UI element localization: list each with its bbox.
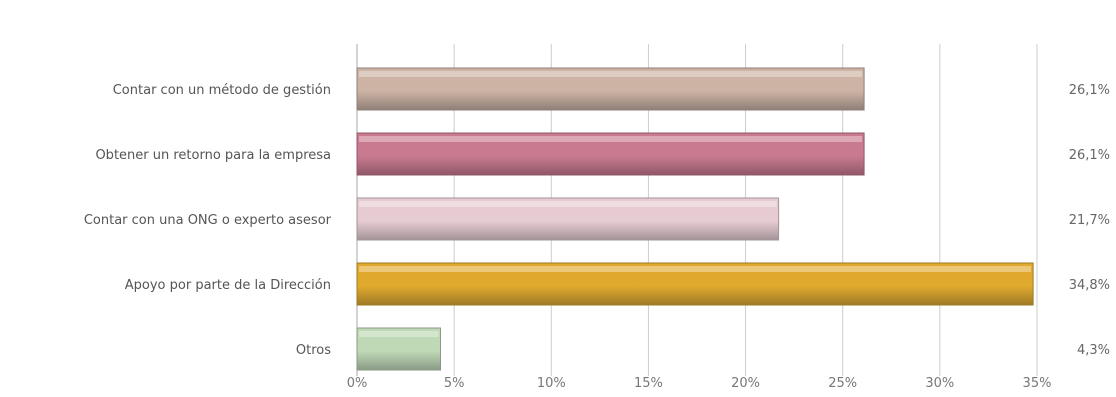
x-tick-label: 30% [925, 376, 954, 391]
bar-highlight [359, 71, 863, 77]
bar-highlight [359, 331, 439, 337]
x-tick-label: 10% [537, 376, 566, 391]
value-labels: 26,1% 26,1% 21,7% 34,8% 4,3% [1069, 83, 1110, 358]
x-tick-label: 0% [347, 376, 368, 391]
bar-obtener-un-retorno-para-la-empresa [356, 132, 865, 176]
category-labels: Contar con un método de gestión Obtener u… [84, 83, 332, 358]
category-label: Contar con un método de gestión [113, 83, 331, 98]
bar-otros [356, 327, 442, 371]
x-tick-label: 20% [731, 376, 760, 391]
value-label: 21,7% [1069, 213, 1110, 228]
value-label: 26,1% [1069, 148, 1110, 163]
category-label: Otros [296, 343, 331, 358]
x-tick-label: 35% [1023, 376, 1052, 391]
bar-contar-con-una-ong-o-experto-asesor [356, 197, 780, 241]
x-tick-label: 5% [444, 376, 465, 391]
category-label: Apoyo por parte de la Dirección [125, 278, 331, 293]
bar-highlight [359, 266, 1032, 272]
category-label: Contar con una ONG o experto asesor [84, 213, 332, 228]
category-label: Obtener un retorno para la empresa [95, 148, 331, 163]
value-label: 34,8% [1069, 278, 1110, 293]
bars [356, 67, 1034, 371]
bar-highlight [359, 201, 777, 207]
bar-contar-con-un-metodo-de-gestion [356, 67, 865, 111]
x-tick-label: 15% [634, 376, 663, 391]
bar-apoyo-por-parte-de-la-direccion [356, 262, 1034, 306]
x-tick-label: 25% [828, 376, 857, 391]
value-label: 4,3% [1077, 343, 1110, 358]
bar-highlight [359, 136, 863, 142]
x-tick-labels: 0% 5% 10% 15% 20% 25% 30% 35% [347, 376, 1052, 391]
value-label: 26,1% [1069, 83, 1110, 98]
